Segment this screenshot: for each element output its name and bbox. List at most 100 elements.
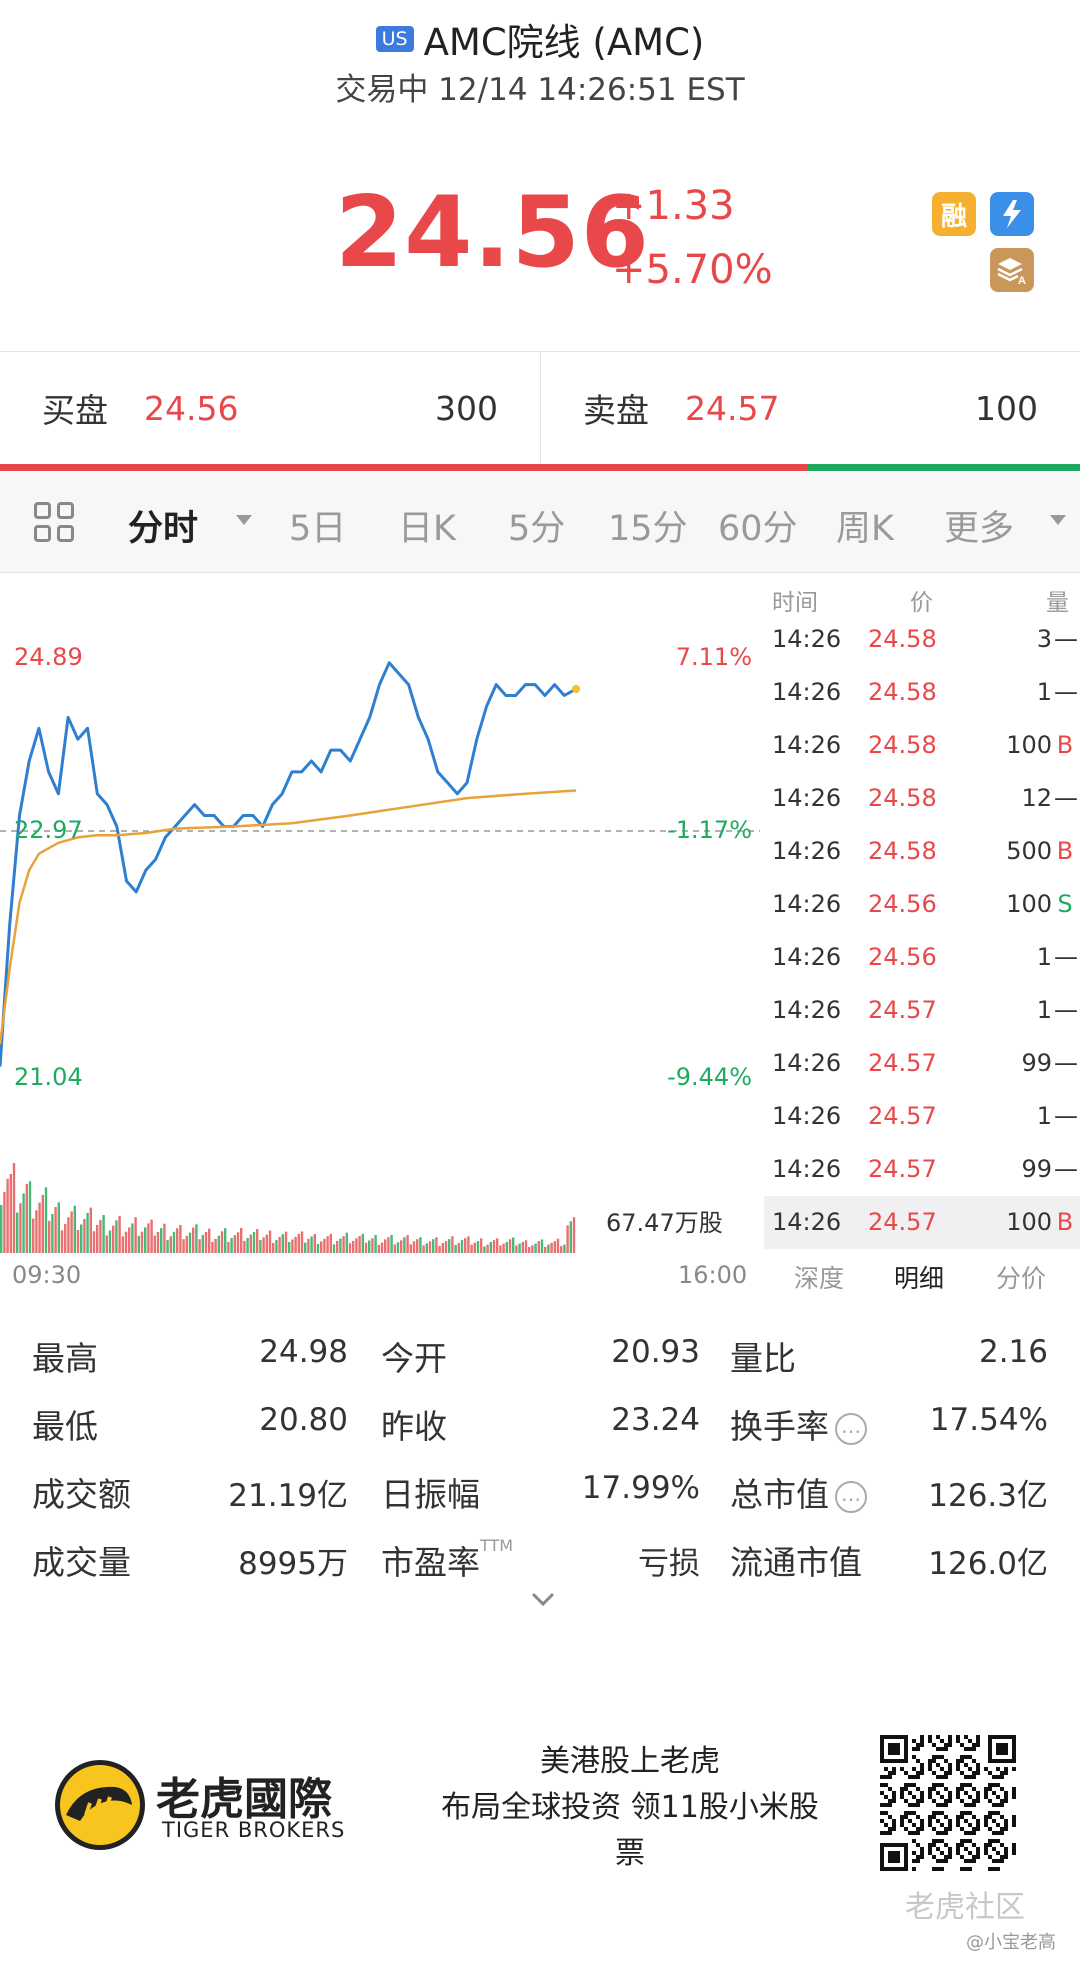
volume-bar <box>380 1242 384 1253</box>
bid-ask-panel: 买盘 24.56 300 卖盘 24.57 100 <box>0 352 1080 464</box>
volume-bar <box>60 1230 64 1253</box>
price-series-line <box>0 661 577 1067</box>
volume-bar <box>214 1238 217 1253</box>
volume-bar <box>508 1239 512 1253</box>
volume-bar <box>233 1235 236 1253</box>
last-price: 24.56 <box>335 176 650 290</box>
ask-ratio-bar <box>808 464 1080 471</box>
chevron-down-icon[interactable] <box>236 515 252 525</box>
bid-panel[interactable]: 买盘 24.56 300 <box>0 352 540 464</box>
tick-time: 14:26 <box>772 784 842 812</box>
volume-bar <box>329 1233 332 1253</box>
volume-bar <box>147 1223 150 1253</box>
volume-bar <box>521 1242 524 1253</box>
volume-bar <box>118 1215 121 1253</box>
volume-bar <box>416 1239 419 1253</box>
volume-bar <box>480 1238 483 1253</box>
volume-bar <box>374 1235 377 1253</box>
tick-flag: — <box>1054 1102 1078 1130</box>
volume-bar <box>192 1227 195 1253</box>
volume-bar <box>38 1202 41 1253</box>
volume-bar <box>540 1239 544 1253</box>
tab-intraday[interactable]: 分时 <box>128 509 199 549</box>
chevron-down-icon[interactable] <box>529 1585 557 1613</box>
tab-detail[interactable]: 明细 <box>894 1264 945 1293</box>
volume-bar <box>246 1238 249 1253</box>
volume-bar <box>473 1242 476 1253</box>
volume-bar <box>332 1244 336 1253</box>
layers-a-icon[interactable]: A <box>990 248 1034 292</box>
volume-bar <box>128 1227 131 1253</box>
stock-title[interactable]: AMC院线 (AMC) <box>423 21 705 64</box>
volume-bar <box>208 1228 211 1253</box>
volume-bar <box>262 1237 265 1253</box>
tab-price-dist[interactable]: 分价 <box>996 1264 1047 1293</box>
volume-bar <box>313 1234 316 1253</box>
volume-bar <box>150 1219 153 1253</box>
tab-daily-k[interactable]: 日K <box>398 509 456 549</box>
margin-badge[interactable]: 融 <box>932 192 976 236</box>
volume-bar <box>144 1227 147 1253</box>
intraday-chart-svg <box>0 661 760 1253</box>
volume-bar <box>96 1224 99 1253</box>
volume-bar <box>524 1240 528 1253</box>
tick-price: 24.58 <box>868 784 937 812</box>
tick-flag: — <box>1054 1049 1078 1077</box>
volume-bar <box>9 1174 12 1253</box>
tick-price: 24.57 <box>868 1102 937 1130</box>
volume-bar <box>57 1202 60 1253</box>
tab-5day[interactable]: 5日 <box>289 509 347 549</box>
volume-bar <box>16 1212 19 1253</box>
qr-code-icon[interactable] <box>880 1735 1016 1871</box>
stat-label: 市盈率 <box>381 1543 480 1582</box>
tick-time: 14:26 <box>772 837 842 865</box>
volume-bar <box>428 1241 432 1253</box>
more-info-icon[interactable]: … <box>835 1412 867 1445</box>
volume-bar <box>390 1235 393 1253</box>
volume-bar <box>25 1183 28 1253</box>
volume-bar <box>572 1217 576 1253</box>
volume-bar <box>291 1239 294 1253</box>
volume-bar <box>256 1229 259 1253</box>
volume-bar <box>384 1239 387 1253</box>
volume-bar <box>73 1205 76 1253</box>
volume-bar <box>227 1241 230 1253</box>
volume-bar <box>550 1242 553 1253</box>
tab-weekly-k[interactable]: 周K <box>836 509 894 549</box>
tab-depth[interactable]: 深度 <box>794 1264 845 1293</box>
tick-row: 14:26 24.58 12— <box>764 772 1080 825</box>
tab-5min[interactable]: 5分 <box>508 509 566 549</box>
tick-vol: 1 <box>1036 678 1052 706</box>
volume-bar <box>64 1224 67 1253</box>
brand-name-cn: 老虎國際 <box>156 1774 332 1825</box>
stat-label: 最低 <box>32 1407 98 1446</box>
tick-time: 14:26 <box>772 1102 842 1130</box>
tick-price: 24.58 <box>868 731 937 759</box>
stat-value: 17.99% <box>581 1470 700 1506</box>
intraday-chart[interactable]: 24.89 7.11% 22.97 -1.17% 21.04 -9.44% 67… <box>0 573 762 1289</box>
tab-60min[interactable]: 60分 <box>718 509 798 549</box>
chevron-down-icon[interactable] <box>1050 515 1066 525</box>
tick-row: 14:26 24.58 1— <box>764 666 1080 719</box>
axis-mid-pct: -1.17% <box>667 816 752 844</box>
volume-bar <box>259 1240 262 1253</box>
ask-panel[interactable]: 卖盘 24.57 100 <box>540 352 1080 464</box>
tick-header-price: 价 <box>910 590 933 616</box>
tick-price: 24.57 <box>868 1155 937 1183</box>
flash-level1-icon[interactable] <box>990 192 1034 236</box>
volume-bar <box>377 1244 380 1253</box>
tick-vol: 100 <box>1006 731 1052 759</box>
more-info-icon[interactable]: … <box>835 1480 867 1513</box>
stat-label-turnover: 换手率… <box>730 1400 867 1448</box>
ask-price: 24.57 <box>685 388 780 428</box>
volume-bar <box>483 1246 486 1253</box>
tab-15min[interactable]: 15分 <box>608 509 688 549</box>
tab-more[interactable]: 更多 <box>944 509 1015 549</box>
tick-flag: S <box>1057 890 1073 918</box>
grid-layout-icon[interactable] <box>34 502 76 544</box>
tick-price: 24.57 <box>868 1208 937 1236</box>
stat-value: 126.3亿 <box>928 1478 1048 1514</box>
volume-bar <box>220 1231 224 1253</box>
volume-bar <box>124 1231 128 1253</box>
bid-ratio-bar <box>0 464 808 471</box>
